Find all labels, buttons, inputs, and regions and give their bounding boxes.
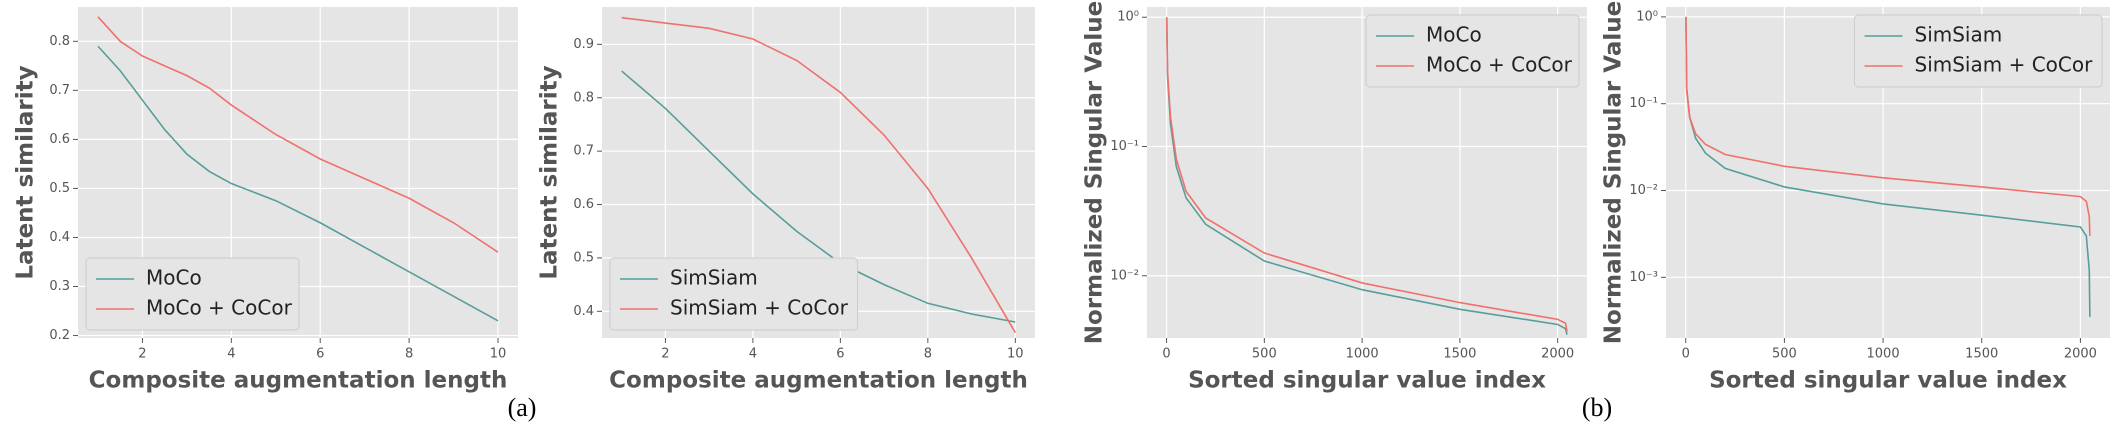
legend-box: [1365, 14, 1580, 88]
x-tick-label: 6: [316, 347, 324, 362]
series-line: [97, 45, 499, 322]
x-tick-label: 8: [405, 347, 413, 362]
x-tick-label: 2000: [2064, 347, 2097, 362]
x-axis-label: Sorted singular value index: [1188, 368, 1546, 394]
legend-box: [1854, 14, 2103, 88]
y-tick-label: 0.8: [573, 90, 594, 105]
x-axis-label: Sorted singular value index: [1709, 368, 2067, 394]
x-tick-label: 500: [1252, 347, 1277, 362]
y-tick-label: 0.5: [49, 181, 70, 196]
y-axis-label: Latent similarity: [537, 65, 563, 279]
y-tick-label: 10⁻²: [1629, 183, 1658, 198]
y-tick-label: 0.8: [49, 34, 70, 49]
x-tick-label: 4: [227, 347, 235, 362]
x-tick-label: 8: [924, 347, 932, 362]
y-tick-label: 10⁰: [1636, 9, 1658, 24]
x-tick-label: 2: [661, 347, 669, 362]
x-tick-label: 2000: [1541, 347, 1574, 362]
x-tick-label: 10: [490, 347, 507, 362]
legend-label: SimSiam: [1915, 23, 2003, 47]
series-line: [97, 16, 499, 253]
y-tick-label: 0.6: [573, 197, 594, 212]
y-tick-label: 0.2: [49, 328, 70, 343]
y-tick-label: 0.4: [49, 230, 70, 245]
caption: (a): [508, 393, 537, 422]
x-tick-label: 0: [1162, 347, 1170, 362]
series-line: [621, 70, 1016, 323]
y-tick-label: 10⁻²: [1110, 268, 1139, 283]
y-axis-label: Latent similarity: [13, 65, 39, 279]
series-line: [621, 16, 1017, 334]
y-tick-label: 0.3: [49, 279, 70, 294]
y-tick-label: 10⁰: [1117, 10, 1139, 25]
series-line: [1685, 16, 2091, 236]
x-tick-label: 1500: [1443, 347, 1476, 362]
x-tick-label: 4: [749, 347, 757, 362]
x-tick-label: 500: [1772, 347, 1797, 362]
x-tick-label: 0: [1682, 347, 1690, 362]
y-tick-label: 10⁻¹: [1110, 139, 1139, 154]
legend-label: MoCo: [1426, 23, 1482, 47]
x-tick-label: 1000: [1346, 347, 1379, 362]
x-tick-label: 1500: [1965, 347, 1998, 362]
legend-label: SimSiam + CoCor: [670, 296, 849, 320]
y-tick-label: 0.6: [49, 132, 70, 147]
x-tick-label: 6: [836, 347, 844, 362]
x-tick-label: 2: [138, 347, 146, 362]
y-tick-label: 10⁻¹: [1629, 96, 1658, 111]
y-axis-label: Normalized Singular Value: [1601, 1, 1627, 344]
y-tick-label: 0.7: [573, 144, 594, 159]
x-tick-label: 1000: [1867, 347, 1900, 362]
y-tick-label: 0.5: [573, 250, 594, 265]
y-tick-label: 0.9: [573, 37, 594, 52]
legend-label: MoCo + CoCor: [1426, 53, 1573, 77]
y-tick-label: 10⁻³: [1629, 270, 1658, 285]
series-line: [1165, 17, 1568, 332]
legend-label: SimSiam + CoCor: [1915, 53, 2094, 77]
legend-box: [85, 257, 300, 331]
x-axis-label: Composite augmentation length: [89, 368, 508, 394]
y-tick-label: 0.4: [573, 304, 594, 319]
y-axis-label: Normalized Singular Value: [1082, 1, 1108, 344]
x-axis-label: Composite augmentation length: [609, 368, 1028, 394]
legend-box: [609, 257, 858, 331]
legend-label: SimSiam: [670, 266, 758, 290]
legend-label: MoCo + CoCor: [146, 296, 293, 320]
caption: (b): [1582, 393, 1612, 422]
x-tick-label: 10: [1007, 347, 1024, 362]
y-tick-label: 0.7: [49, 83, 70, 98]
legend-label: MoCo: [146, 266, 202, 290]
